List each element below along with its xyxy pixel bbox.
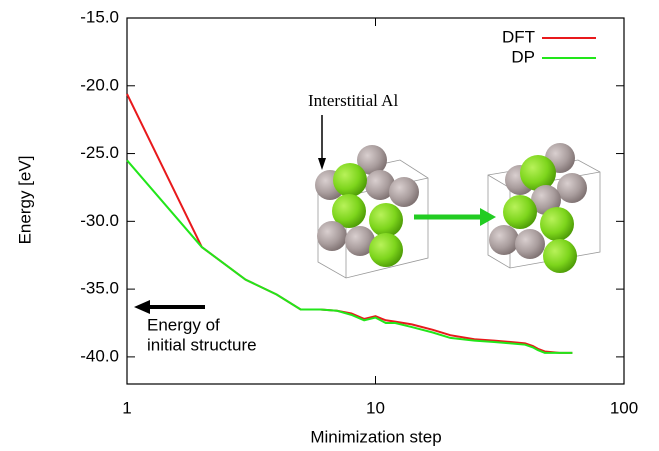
y-tick-label: -35.0 [80,279,119,298]
x-tick-label: 1 [122,398,131,417]
legend-label: DP [511,47,535,66]
y-axis-label: Energy [eV] [15,156,34,245]
x-tick-label: 10 [366,398,385,417]
annotation: Interstitial Al [308,91,398,110]
y-tick-label: -25.0 [80,143,119,162]
x-axis-label: Minimization step [310,427,441,446]
y-tick-label: -40.0 [80,346,119,365]
y-tick-label: -20.0 [80,75,119,94]
annotation: Energy of [147,315,220,334]
y-tick-label: -30.0 [80,211,119,230]
x-tick-label: 100 [610,398,638,417]
structure-illustration [134,115,601,314]
legend-label: DFT [502,27,535,46]
series-line [126,159,573,354]
annotation: initial structure [147,335,257,354]
y-tick-label: -15.0 [80,7,119,26]
